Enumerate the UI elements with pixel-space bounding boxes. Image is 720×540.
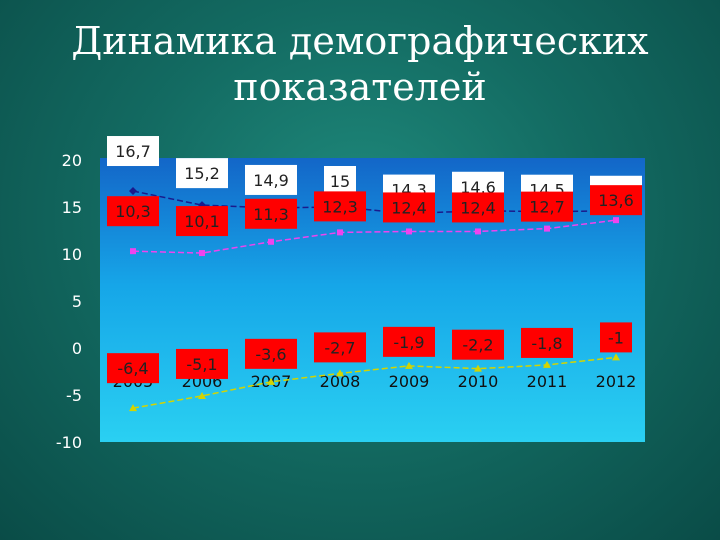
series-line [132,219,617,254]
data-label: -1,8 [531,334,562,353]
series-point [130,248,136,255]
data-label-box [383,326,435,357]
data-label-box [107,196,159,227]
x-category-label: 2011 [527,372,568,391]
data-label: -1,9 [393,333,424,352]
data-label-box [521,191,573,222]
series-point [612,353,620,361]
x-category-label: 2012 [596,372,637,391]
series-point [405,361,413,369]
data-label-box [176,206,228,237]
data-label-box [383,192,435,223]
data-label-box [324,166,356,196]
data-label: -2,7 [324,338,355,357]
series-point [336,369,344,377]
series-point [129,404,137,412]
y-tick-label: -10 [56,433,82,452]
data-label-box [107,353,159,384]
series-line [132,190,617,215]
data-label-box [452,329,504,360]
data-label: 12,3 [322,197,358,216]
data-label-box [600,322,632,353]
x-category-label: 2010 [458,372,499,391]
data-label: -3,6 [255,345,286,364]
data-label: 15 [330,172,350,191]
data-label-box [176,348,228,379]
series-point [199,250,205,257]
series-point [198,391,206,399]
data-label: -6,4 [117,359,148,378]
data-label-box [245,338,297,369]
series-point [475,228,481,235]
data-label: -1 [608,328,624,347]
series-point [337,229,343,236]
data-label: 12,7 [529,198,565,217]
series-point [543,360,551,368]
series-point [613,217,619,224]
data-label: 10,3 [115,202,151,221]
title-line-2: показателей [233,65,487,109]
y-tick-label: 5 [72,292,82,311]
data-label: -2,2 [462,336,493,355]
y-tick-label: -5 [66,386,82,405]
data-label: 11,3 [253,205,289,224]
y-tick-label: 10 [62,245,82,264]
slide-title: Динамика демографических показателей [60,18,660,110]
data-label: 15,2 [184,164,220,183]
series-point [406,228,412,235]
y-tick-label: 15 [62,198,82,217]
data-label-box [314,332,366,363]
series-point [544,225,550,232]
x-category-label: 2008 [320,372,361,391]
data-label: 12,4 [391,198,427,217]
series-point [474,364,482,372]
data-label-box [590,185,642,216]
data-label: 13,6 [598,191,634,210]
data-label-box [314,191,366,222]
data-label-box [521,327,573,358]
data-label: -5,1 [186,355,217,374]
x-category-label: 2009 [389,372,430,391]
y-tick-label: 20 [62,151,82,170]
series-point [129,187,137,196]
data-label: 16,7 [115,142,151,161]
data-label-box [452,192,504,223]
data-label: 10,1 [184,212,220,231]
data-label: 14,9 [253,171,289,190]
data-label-box [245,164,297,195]
title-line-1: Динамика демографических [71,19,649,63]
data-label-box [245,198,297,229]
y-tick-label: 0 [72,339,82,358]
data-label: 12,4 [460,198,496,217]
series-point [268,238,274,245]
series-line [132,356,617,409]
series-point [267,377,275,385]
data-label-box [107,136,159,167]
data-label-box [176,158,228,189]
data-label: 14,6 [460,178,496,197]
